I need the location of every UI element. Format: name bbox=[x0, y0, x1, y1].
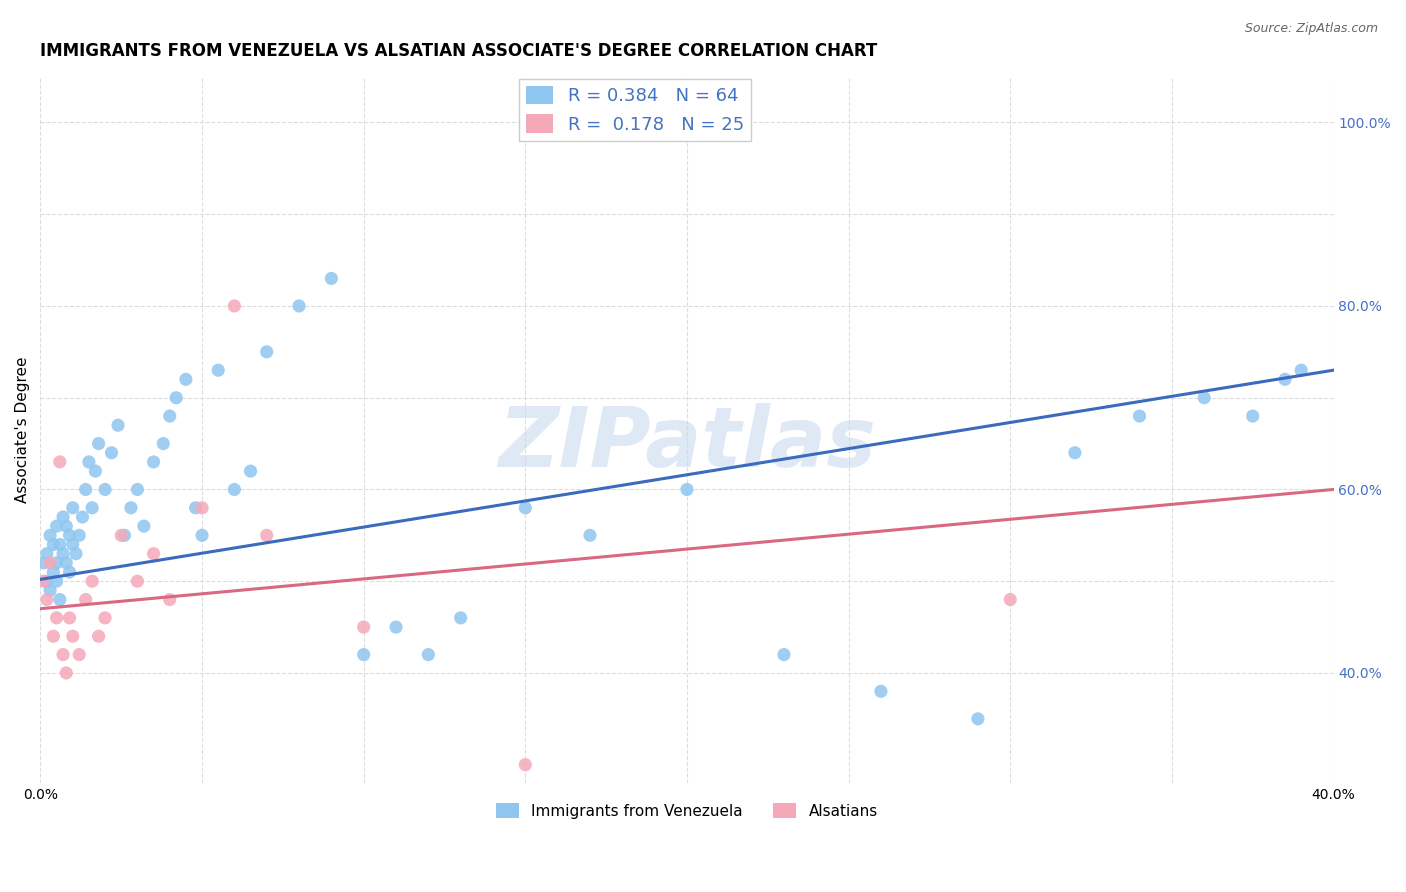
Point bbox=[1289, 363, 1312, 377]
Point bbox=[224, 299, 246, 313]
Point bbox=[142, 547, 165, 561]
Point bbox=[39, 556, 62, 570]
Point bbox=[1064, 446, 1087, 460]
Point bbox=[35, 574, 58, 589]
Point bbox=[159, 409, 181, 423]
Point bbox=[42, 565, 65, 579]
Point bbox=[77, 455, 100, 469]
Point bbox=[184, 500, 207, 515]
Point bbox=[870, 684, 893, 698]
Point bbox=[114, 528, 136, 542]
Point bbox=[239, 464, 262, 478]
Point bbox=[94, 483, 117, 497]
Point bbox=[773, 648, 796, 662]
Point bbox=[385, 620, 408, 634]
Text: IMMIGRANTS FROM VENEZUELA VS ALSATIAN ASSOCIATE'S DEGREE CORRELATION CHART: IMMIGRANTS FROM VENEZUELA VS ALSATIAN AS… bbox=[41, 42, 877, 60]
Point bbox=[35, 592, 58, 607]
Point bbox=[110, 528, 132, 542]
Point bbox=[107, 418, 129, 433]
Point bbox=[52, 510, 75, 524]
Point bbox=[35, 547, 58, 561]
Point bbox=[1000, 592, 1022, 607]
Point bbox=[94, 611, 117, 625]
Point bbox=[52, 648, 75, 662]
Point bbox=[55, 556, 77, 570]
Point bbox=[142, 455, 165, 469]
Point bbox=[353, 648, 375, 662]
Point bbox=[75, 592, 97, 607]
Point bbox=[49, 537, 72, 551]
Point bbox=[55, 519, 77, 533]
Point bbox=[32, 556, 55, 570]
Point bbox=[62, 537, 84, 551]
Point bbox=[45, 574, 67, 589]
Point bbox=[39, 583, 62, 598]
Point bbox=[45, 611, 67, 625]
Text: Source: ZipAtlas.com: Source: ZipAtlas.com bbox=[1244, 22, 1378, 36]
Point bbox=[418, 648, 440, 662]
Point bbox=[84, 464, 107, 478]
Point bbox=[58, 611, 80, 625]
Legend: Immigrants from Venezuela, Alsatians: Immigrants from Venezuela, Alsatians bbox=[491, 797, 884, 825]
Point bbox=[49, 455, 72, 469]
Point bbox=[1274, 372, 1296, 386]
Point bbox=[288, 299, 311, 313]
Point bbox=[1192, 391, 1215, 405]
Point bbox=[676, 483, 699, 497]
Point bbox=[52, 547, 75, 561]
Point bbox=[75, 483, 97, 497]
Point bbox=[353, 620, 375, 634]
Point bbox=[152, 436, 174, 450]
Point bbox=[42, 629, 65, 643]
Point bbox=[32, 574, 55, 589]
Point bbox=[100, 446, 122, 460]
Text: ZIPatlas: ZIPatlas bbox=[498, 403, 876, 484]
Point bbox=[207, 363, 229, 377]
Point bbox=[67, 528, 90, 542]
Point bbox=[165, 391, 187, 405]
Point bbox=[45, 519, 67, 533]
Point bbox=[39, 528, 62, 542]
Point bbox=[174, 372, 197, 386]
Point bbox=[191, 528, 214, 542]
Point bbox=[87, 629, 110, 643]
Point bbox=[55, 665, 77, 680]
Point bbox=[42, 537, 65, 551]
Point bbox=[256, 344, 278, 359]
Point bbox=[127, 574, 149, 589]
Point bbox=[515, 757, 537, 772]
Point bbox=[65, 547, 87, 561]
Point bbox=[58, 528, 80, 542]
Point bbox=[87, 436, 110, 450]
Point bbox=[224, 483, 246, 497]
Point bbox=[1128, 409, 1150, 423]
Point bbox=[450, 611, 472, 625]
Point bbox=[191, 500, 214, 515]
Point bbox=[1241, 409, 1264, 423]
Point bbox=[515, 500, 537, 515]
Point bbox=[967, 712, 990, 726]
Point bbox=[49, 592, 72, 607]
Y-axis label: Associate's Degree: Associate's Degree bbox=[15, 357, 30, 503]
Point bbox=[62, 500, 84, 515]
Point bbox=[132, 519, 155, 533]
Point bbox=[82, 500, 104, 515]
Point bbox=[321, 271, 343, 285]
Point bbox=[62, 629, 84, 643]
Point bbox=[159, 592, 181, 607]
Point bbox=[82, 574, 104, 589]
Point bbox=[67, 648, 90, 662]
Point bbox=[58, 565, 80, 579]
Point bbox=[72, 510, 94, 524]
Point bbox=[45, 556, 67, 570]
Point bbox=[120, 500, 142, 515]
Point bbox=[127, 483, 149, 497]
Point bbox=[256, 528, 278, 542]
Point bbox=[579, 528, 602, 542]
